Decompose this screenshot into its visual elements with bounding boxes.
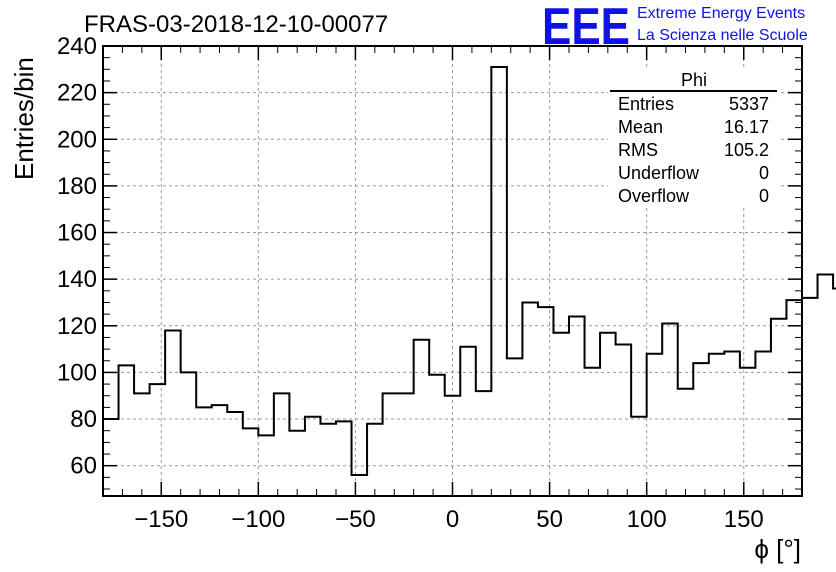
histogram-bin bbox=[336, 421, 352, 496]
x-tick-label: −50 bbox=[335, 506, 376, 533]
histogram-bin bbox=[414, 340, 430, 496]
stats-value-underflow: 0 bbox=[759, 163, 769, 183]
logo-line2: La Scienza nelle Scuole bbox=[637, 27, 808, 44]
eee-logo: EEE Extreme Energy Events La Scienza nel… bbox=[542, 0, 808, 56]
x-axis-title: ϕ [°] bbox=[754, 534, 801, 564]
histogram-bin bbox=[227, 412, 243, 496]
histogram-bin bbox=[818, 274, 834, 496]
histogram-bin bbox=[569, 316, 585, 496]
histogram-bin bbox=[740, 368, 756, 496]
y-tick-label: 220 bbox=[57, 80, 97, 107]
histogram-outline bbox=[103, 65, 836, 477]
stats-label-overflow: Overflow bbox=[618, 186, 690, 206]
stats-label-rms: RMS bbox=[618, 140, 658, 160]
x-tick-label: −100 bbox=[231, 506, 285, 533]
chart-title: FRAS-03-2018-12-10-00077 bbox=[84, 11, 388, 38]
logo-line1: Extreme Energy Events bbox=[637, 5, 805, 22]
stats-label-entries: Entries bbox=[618, 94, 674, 114]
histogram-bin bbox=[616, 344, 632, 496]
histogram-bin bbox=[196, 407, 212, 496]
stats-label-underflow: Underflow bbox=[618, 163, 700, 183]
stats-value-overflow: 0 bbox=[759, 186, 769, 206]
histogram-bin bbox=[553, 333, 569, 496]
x-tick-label: 50 bbox=[536, 506, 563, 533]
histogram-bin bbox=[289, 431, 305, 496]
stats-value-rms: 105.2 bbox=[724, 140, 769, 160]
histogram-bin bbox=[181, 372, 197, 496]
histogram-bin bbox=[771, 319, 787, 496]
y-tick-label: 180 bbox=[57, 173, 97, 200]
histogram-bin bbox=[724, 351, 740, 496]
histogram-bin bbox=[693, 363, 709, 496]
histogram-bin bbox=[445, 396, 461, 496]
histogram-bin bbox=[383, 393, 399, 496]
histogram-bin bbox=[352, 475, 368, 496]
histogram-bin bbox=[678, 389, 694, 496]
histogram-bin bbox=[709, 354, 725, 496]
y-tick-label: 160 bbox=[57, 220, 97, 247]
histogram-bin bbox=[150, 384, 166, 496]
x-tick-label: 150 bbox=[724, 506, 764, 533]
stats-value-entries: 5337 bbox=[729, 94, 769, 114]
histogram-bin bbox=[600, 333, 616, 496]
y-tick-label: 140 bbox=[57, 266, 97, 293]
histogram-bin bbox=[647, 354, 663, 496]
grid-lines bbox=[103, 46, 802, 496]
histogram-bin bbox=[274, 393, 290, 496]
y-tick-label: 240 bbox=[57, 33, 97, 60]
histogram-bin bbox=[662, 323, 678, 496]
histogram-bin bbox=[460, 347, 476, 496]
tick-labels: −150 −100 −50 0 50 100 150 60 80 100 120 140 160 180 2… bbox=[57, 33, 764, 533]
x-tick-label: 0 bbox=[446, 506, 459, 533]
histogram-bin bbox=[398, 393, 414, 496]
x-tick-label: −150 bbox=[134, 506, 188, 533]
histogram-bin bbox=[258, 435, 274, 496]
x-tick-label: 100 bbox=[627, 506, 667, 533]
histogram-bin bbox=[522, 302, 538, 496]
stats-box-background bbox=[608, 70, 778, 208]
logo-mark: EEE bbox=[542, 0, 630, 56]
stats-box-name: Phi bbox=[681, 70, 707, 90]
histogram-bin bbox=[367, 424, 383, 496]
histogram-bin bbox=[631, 417, 647, 496]
histogram-bin bbox=[134, 393, 150, 496]
histogram-bin bbox=[320, 424, 336, 496]
histogram-bin bbox=[165, 330, 181, 496]
y-tick-label: 80 bbox=[70, 406, 97, 433]
y-tick-label: 120 bbox=[57, 313, 97, 340]
histogram-bin bbox=[755, 351, 771, 496]
y-tick-label: 60 bbox=[70, 453, 97, 480]
axis-ticks bbox=[102, 45, 834, 496]
stats-value-mean: 16.17 bbox=[724, 117, 769, 137]
histogram-bin bbox=[491, 67, 507, 496]
histogram-bin bbox=[212, 405, 228, 496]
stats-box: Phi Entries 5337 Mean 16.17 RMS 105.2 Un… bbox=[608, 70, 778, 208]
histogram-bin bbox=[585, 368, 601, 496]
histogram-bin bbox=[243, 428, 259, 496]
y-tick-label: 200 bbox=[57, 126, 97, 153]
histogram-bin bbox=[802, 298, 818, 496]
histogram-bin bbox=[429, 375, 445, 496]
plot-frame bbox=[102, 45, 803, 497]
histogram-bin bbox=[538, 307, 554, 496]
histogram-bin bbox=[507, 358, 523, 496]
histogram-bin bbox=[305, 417, 321, 496]
histogram-bin bbox=[786, 300, 802, 496]
stats-label-mean: Mean bbox=[618, 117, 663, 137]
histogram-bin bbox=[119, 365, 135, 496]
y-axis-title: Entries/bin bbox=[9, 57, 39, 180]
y-tick-label: 100 bbox=[57, 359, 97, 386]
histogram-bin bbox=[476, 391, 492, 496]
